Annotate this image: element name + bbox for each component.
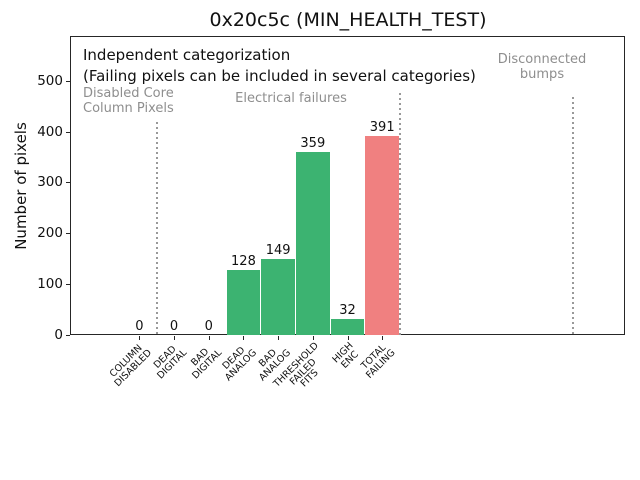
x-tick xyxy=(278,336,280,340)
bar-value-label: 128 xyxy=(231,253,256,269)
annotation-independent-categorization: Independent categorization xyxy=(83,46,291,64)
y-tick-label: 0 xyxy=(54,327,63,343)
x-tick xyxy=(347,336,349,340)
y-tick-label: 500 xyxy=(37,72,63,89)
section-label-line: Disconnected xyxy=(497,52,587,67)
x-tick xyxy=(208,336,210,340)
y-tick-label: 100 xyxy=(37,276,63,293)
section-label-line: Electrical failures xyxy=(235,91,347,106)
y-tick xyxy=(66,335,70,336)
y-tick xyxy=(66,80,70,82)
bar-value-label: 32 xyxy=(339,302,356,318)
y-tick-label: 300 xyxy=(37,174,63,191)
x-tick-label: DEAD DIGITAL xyxy=(149,341,189,381)
bar xyxy=(261,259,295,335)
y-tick-label: 400 xyxy=(37,123,63,140)
bar-value-label: 0 xyxy=(135,319,144,334)
bar xyxy=(296,152,330,335)
y-tick xyxy=(66,233,70,235)
bar-value-label: 359 xyxy=(300,136,326,152)
x-tick-label: BAD DIGITAL xyxy=(183,341,224,381)
y-tick xyxy=(66,131,70,133)
x-tick-label: DEAD ANALOG xyxy=(216,341,258,383)
section-label: Disconnected bumps xyxy=(498,52,586,82)
x-tick xyxy=(382,336,384,340)
x-tick xyxy=(139,336,141,340)
x-tick xyxy=(243,336,245,340)
x-tick xyxy=(312,336,314,340)
bar xyxy=(226,269,261,335)
x-tick-label: TOTAL FAILING xyxy=(357,341,397,381)
section-label-line: bumps xyxy=(519,67,565,82)
section-label-line: Column Pixels xyxy=(83,101,174,116)
section-divider xyxy=(571,97,574,335)
bar-value-label: 0 xyxy=(204,319,213,334)
annotation-failing-pixels-note: (Failing pixels can be included in sever… xyxy=(83,67,476,85)
bar-value-label: 149 xyxy=(265,243,291,259)
section-divider xyxy=(155,122,158,335)
bar-value-label: 391 xyxy=(369,120,395,136)
x-tick-label: COLUMN DISABLED xyxy=(106,341,154,389)
bar xyxy=(365,136,399,335)
y-tick xyxy=(66,182,70,184)
y-tick xyxy=(66,284,70,286)
bar xyxy=(330,318,365,335)
section-label: Disabled Core Column Pixels xyxy=(83,86,174,116)
x-tick xyxy=(174,336,176,340)
plot-area xyxy=(70,36,625,335)
y-tick-label: 200 xyxy=(37,225,63,242)
section-label: Electrical failures xyxy=(235,91,347,106)
section-label-line: Disabled Core xyxy=(83,86,174,101)
section-divider xyxy=(398,93,401,335)
chart-title: 0x20c5c (MIN_HEALTH_TEST) xyxy=(209,9,487,31)
bar-value-label: 0 xyxy=(169,319,179,334)
